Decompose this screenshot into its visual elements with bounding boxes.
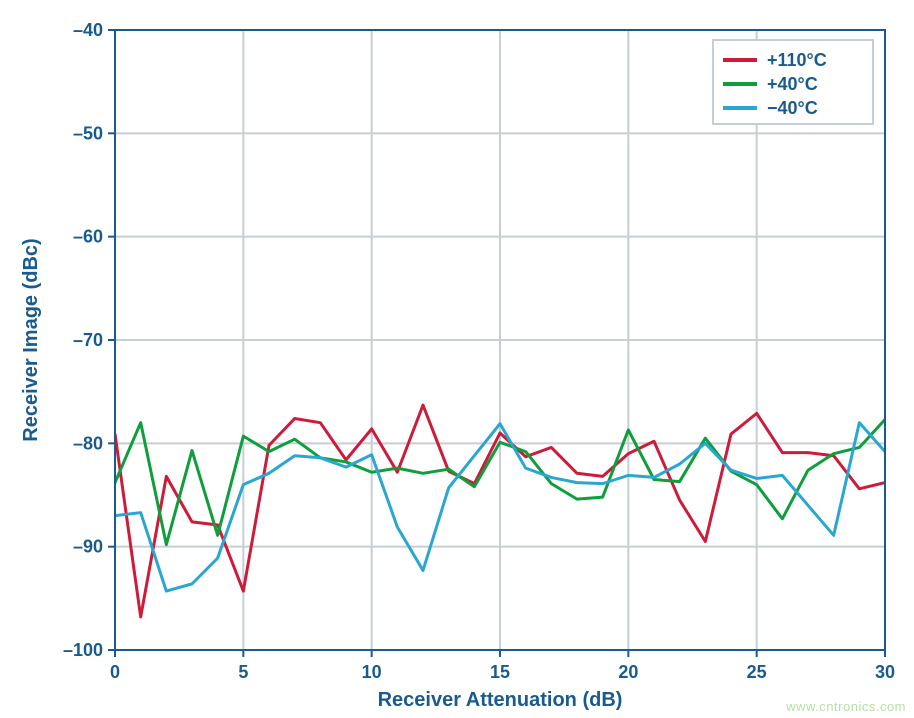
chart-container: 0 5 10 15 20 25 30 –40 –50 –60 –70 –80 –90 –100 Receiv… — [0, 0, 914, 718]
y-tick-label: –40 — [73, 20, 103, 40]
legend-label: +40°C — [767, 74, 818, 94]
y-tick-label: –60 — [73, 227, 103, 247]
x-tick-label: 0 — [110, 662, 120, 682]
line-chart: 0 5 10 15 20 25 30 –40 –50 –60 –70 –80 –90 –100 Receiv… — [0, 0, 914, 718]
y-tick-label: –70 — [73, 330, 103, 350]
watermark: www.cntronics.com — [786, 699, 906, 714]
legend-label: +110°C — [767, 50, 827, 70]
x-axis-title: Receiver Attenuation (dB) — [378, 689, 623, 711]
x-tick-label: 5 — [238, 662, 248, 682]
y-tick-label: –80 — [73, 433, 103, 453]
legend: +110°C +40°C −40°C — [713, 40, 873, 124]
legend-label: −40°C — [767, 98, 818, 118]
y-axis-title: Receiver Image (dBc) — [20, 238, 42, 441]
y-tick-label: –90 — [73, 537, 103, 557]
x-tick-label: 15 — [490, 662, 510, 682]
x-tick-label: 20 — [618, 662, 638, 682]
y-tick-label: –100 — [63, 640, 103, 660]
x-tick-label: 25 — [747, 662, 767, 682]
y-tick-label: –50 — [73, 123, 103, 143]
x-tick-label: 10 — [362, 662, 382, 682]
x-tick-label: 30 — [875, 662, 895, 682]
